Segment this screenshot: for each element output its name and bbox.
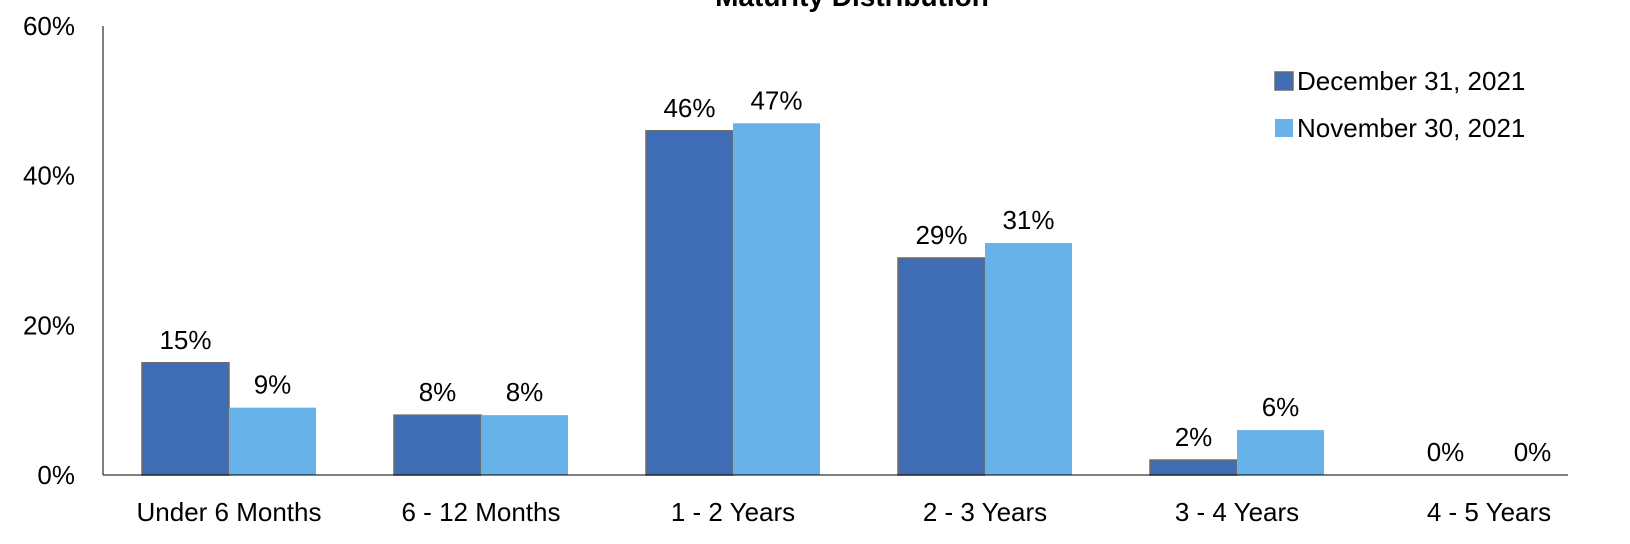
- bar: [897, 257, 986, 476]
- bar: [985, 243, 1072, 475]
- bar: [1237, 430, 1324, 475]
- data-label: 15%: [159, 325, 211, 355]
- data-label: 8%: [419, 377, 457, 407]
- data-label: 8%: [506, 377, 544, 407]
- x-axis: Under 6 Months 6 - 12 Months 1 - 2 Years 2 …: [103, 474, 1568, 527]
- data-label: 47%: [750, 85, 802, 115]
- y-tick-label: 40%: [23, 161, 75, 191]
- bar: [733, 123, 820, 476]
- data-label: 2%: [1175, 422, 1213, 452]
- bars: [141, 123, 1324, 476]
- x-tick-label: Under 6 Months: [137, 497, 322, 527]
- legend: December 31, 2021 November 30, 2021: [1274, 66, 1525, 143]
- x-tick-label: 1 - 2 Years: [671, 497, 795, 527]
- bar: [141, 362, 230, 476]
- x-tick-label: 3 - 4 Years: [1175, 497, 1299, 527]
- legend-swatch: [1275, 119, 1293, 137]
- data-label: 46%: [663, 93, 715, 123]
- legend-label: December 31, 2021: [1297, 66, 1525, 96]
- y-tick-label: 0%: [37, 460, 75, 490]
- bar: [393, 414, 482, 476]
- bar: [229, 407, 316, 475]
- bar: [1149, 459, 1238, 476]
- x-tick-label: 6 - 12 Months: [402, 497, 561, 527]
- data-label: 9%: [254, 370, 292, 400]
- value-labels: 15% 9% 8% 8% 46% 47% 29% 31% 2% 6% 0% 0%: [159, 85, 1551, 467]
- data-label: 0%: [1514, 437, 1552, 467]
- y-tick-label: 60%: [23, 11, 75, 41]
- x-tick-label: 4 - 5 Years: [1427, 497, 1551, 527]
- bar: [481, 415, 568, 475]
- x-tick-label: 2 - 3 Years: [923, 497, 1047, 527]
- chart-title: Maturity Distribution: [715, 0, 989, 12]
- data-label: 0%: [1427, 437, 1465, 467]
- data-label: 29%: [915, 220, 967, 250]
- data-label: 31%: [1002, 205, 1054, 235]
- legend-swatch: [1274, 71, 1294, 91]
- bar: [645, 130, 734, 476]
- data-label: 6%: [1262, 392, 1300, 422]
- y-tick-label: 20%: [23, 310, 75, 340]
- y-axis: 0% 20% 40% 60%: [23, 11, 104, 490]
- legend-label: November 30, 2021: [1297, 113, 1525, 143]
